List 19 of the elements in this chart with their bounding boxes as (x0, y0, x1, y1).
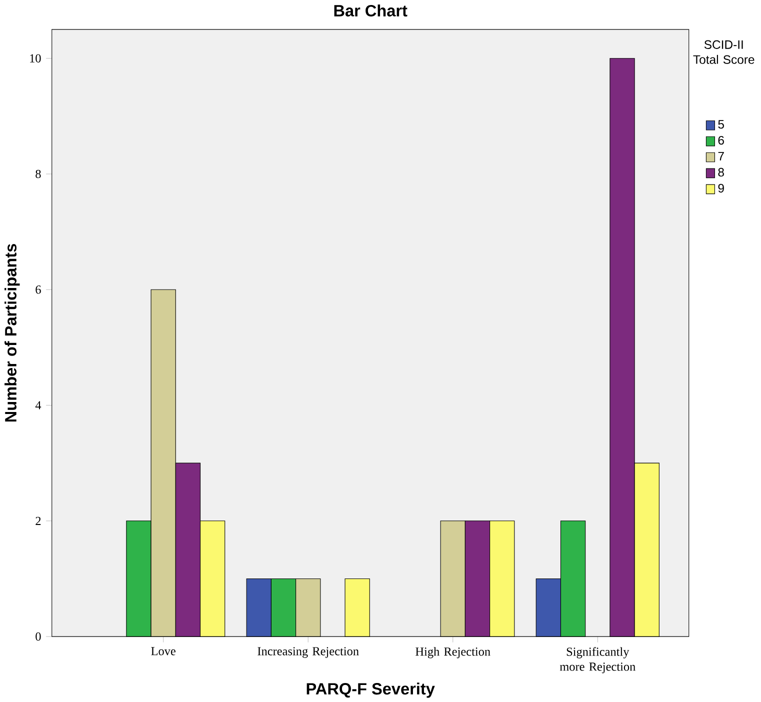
x-tick-label: High Rejection (416, 646, 490, 658)
legend-label: 6 (718, 136, 724, 145)
y-tick-label: 10 (30, 54, 41, 62)
y-tick-label: 8 (36, 170, 41, 178)
legend-title: SCID-II Total Score (693, 40, 754, 64)
y-tick-label: 2 (36, 516, 41, 525)
y-tick-label: 4 (35, 401, 42, 410)
legend-label: 7 (718, 152, 724, 160)
chart-title: Bar Chart (334, 4, 408, 16)
y-tick-label: 6 (36, 285, 41, 294)
y-tick-label: 0 (36, 632, 41, 641)
x-tick-label: Significantly more Rejection (560, 646, 636, 674)
x-tick-label: Increasing Rejection (258, 646, 359, 658)
legend-label: 5 (718, 120, 724, 129)
legend-label: 8 (718, 168, 724, 176)
y-axis-title: Number of Participants (4, 244, 20, 422)
legend-label: 9 (718, 184, 724, 192)
x-axis-title: PARQ-F Severity (306, 682, 435, 698)
x-tick-label: Love (151, 646, 176, 656)
